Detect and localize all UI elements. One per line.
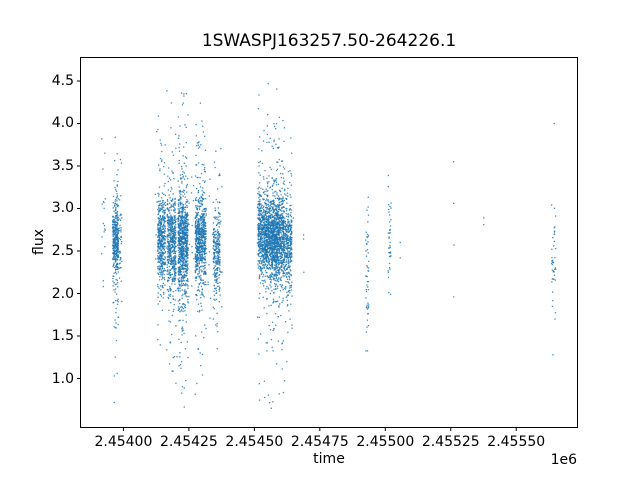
x-axis-label: time bbox=[313, 451, 345, 467]
chart-title: 1SWASPJ163257.50-264226.1 bbox=[201, 31, 457, 51]
x-tick-label: 2.45550 bbox=[487, 434, 546, 450]
y-tick-label: 1.5 bbox=[51, 328, 74, 345]
x-tick-label: 2.45475 bbox=[290, 434, 349, 450]
x-tick-label: 2.45500 bbox=[356, 434, 415, 450]
x-tick-label: 2.45450 bbox=[225, 434, 284, 450]
x-tick-label: 2.45525 bbox=[421, 434, 480, 450]
y-tick-label: 3.0 bbox=[51, 200, 74, 217]
x-tick-label: 2.45400 bbox=[94, 434, 153, 450]
y-tick-label: 1.0 bbox=[51, 370, 74, 387]
y-tick-label: 4.0 bbox=[51, 115, 74, 132]
x-tick-label: 2.45425 bbox=[159, 434, 218, 450]
y-tick-label: 2.0 bbox=[51, 285, 74, 302]
y-tick-label: 3.5 bbox=[51, 157, 74, 174]
x-axis-offset-label: 1e6 bbox=[550, 452, 577, 468]
y-tick-label: 4.5 bbox=[51, 72, 74, 89]
y-tick-label: 2.5 bbox=[51, 243, 74, 259]
